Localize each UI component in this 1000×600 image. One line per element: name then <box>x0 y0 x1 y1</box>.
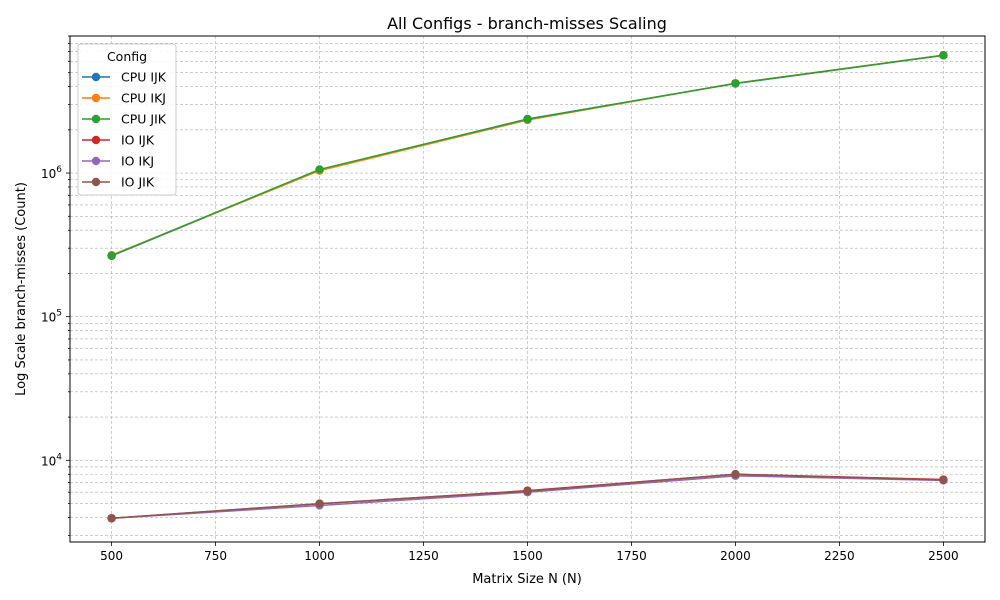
x-tick-label: 500 <box>100 549 123 563</box>
y-tick-label: 104 <box>41 452 62 468</box>
legend: Config CPU IJK CPU IKJ CPU JIK IO IJK IO IKJ I… <box>77 43 177 196</box>
data-point <box>731 470 740 479</box>
legend-entry: IO JIK <box>82 175 155 190</box>
legend-label: IO IKJ <box>121 154 154 169</box>
y-tick-base: 10 <box>41 167 56 181</box>
data-point <box>939 51 948 60</box>
legend-label: CPU JIK <box>121 112 167 127</box>
data-point <box>107 514 116 523</box>
legend-marker <box>91 93 101 103</box>
y-tick-label: 106 <box>41 165 62 181</box>
data-point <box>731 79 740 88</box>
legend-marker <box>91 177 101 187</box>
legend-entry: IO IKJ <box>82 154 154 169</box>
data-point <box>315 165 324 174</box>
legend-label: CPU IKJ <box>121 91 166 106</box>
y-tick-label: 105 <box>41 309 62 325</box>
chart-title: All Configs - branch-misses Scaling <box>387 14 667 33</box>
legend-marker <box>91 72 101 82</box>
legend-entry: CPU IJK <box>82 70 167 85</box>
y-tick-base: 10 <box>41 454 56 468</box>
data-point <box>523 115 532 124</box>
x-tick-label: 1250 <box>408 549 439 563</box>
plot-series <box>107 50 948 523</box>
legend-entry: CPU IKJ <box>82 91 166 106</box>
y-tick-exponent: 5 <box>56 309 62 319</box>
x-tick-label: 2500 <box>928 549 959 563</box>
legend-label: IO IJK <box>121 133 155 148</box>
x-tick-label: 1500 <box>512 549 543 563</box>
legend-entry: IO IJK <box>82 133 155 148</box>
x-tick-label: 2250 <box>824 549 855 563</box>
legend-marker <box>91 156 101 166</box>
data-point <box>107 251 116 260</box>
x-tick-label: 1750 <box>616 549 647 563</box>
y-tick-base: 10 <box>41 311 56 325</box>
y-tick-exponent: 4 <box>56 452 62 462</box>
legend-label: IO JIK <box>121 175 155 190</box>
legend-marker <box>91 135 101 145</box>
series-io-jik <box>107 470 948 523</box>
series-cpu-jik <box>107 51 948 260</box>
legend-box <box>77 43 177 196</box>
legend-label: CPU IJK <box>121 70 167 85</box>
y-axis-label: Log Scale branch-misses (Count) <box>14 182 29 396</box>
x-tick-label: 750 <box>204 549 227 563</box>
x-axis-label: Matrix Size N (N) <box>472 572 582 587</box>
legend-entry: CPU JIK <box>82 112 167 127</box>
data-point <box>523 486 532 496</box>
legend-title: Config <box>107 49 147 64</box>
y-tick-exponent: 6 <box>56 165 62 175</box>
x-tick-label: 2000 <box>720 549 751 563</box>
axis-ticks: 500 750 1000 1250 1500 1750 2000 2250 2500104105… <box>41 35 959 563</box>
data-point <box>939 475 948 485</box>
legend-marker <box>91 114 101 124</box>
x-tick-label: 1000 <box>304 549 335 563</box>
data-point <box>315 499 324 508</box>
